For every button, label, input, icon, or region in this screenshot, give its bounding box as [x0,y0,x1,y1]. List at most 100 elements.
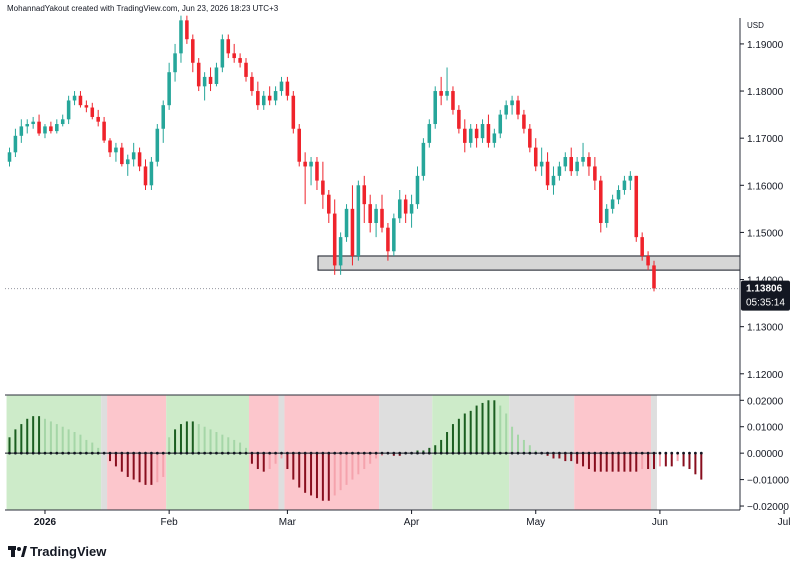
candle [244,58,248,82]
candle-body [149,161,154,186]
countdown-timer: 05:35:14 [746,298,785,309]
candle-body [581,157,585,162]
candle [640,232,644,261]
candle [137,147,142,172]
zero-dot [73,451,76,455]
histogram-bar [375,453,378,459]
zero-dot [368,451,372,455]
candle [587,152,591,176]
candle-body [279,81,284,92]
candle [25,119,30,134]
zero-dot [185,451,189,455]
histogram-bar [428,447,431,454]
candle [498,109,503,139]
histogram-bar [345,453,348,485]
candle-body [137,152,142,167]
candle-body [468,128,473,143]
price-panel[interactable] [5,15,741,292]
zero-dot [463,451,467,455]
candle-body [161,105,166,129]
histogram-bar [587,453,590,470]
candle [167,62,171,110]
histogram-bar [8,437,11,454]
candle [516,95,520,120]
time-tick-label: 2026 [34,517,57,528]
zero-dot [611,451,615,455]
candle-body [421,142,426,176]
candle-body [202,76,207,87]
zero-dot [528,451,532,455]
zero-dot [96,451,100,455]
candle [196,58,201,92]
histogram-bar [700,453,703,480]
histogram-bar [576,453,579,464]
candle-body [646,255,650,266]
indicator-axis[interactable]: 0.02000 0.01000 0.00000 −0.01000 −0.02000 [740,396,789,513]
zero-dot [646,451,650,455]
zero-dot [161,451,165,455]
candle [202,72,207,101]
price-tick-label: 1.19000 [747,40,784,51]
candle-body [250,76,254,92]
candle-body [125,159,130,165]
zero-dot [31,451,35,455]
candle [356,180,361,261]
zero-dot [487,451,490,455]
zero-dot [362,451,366,455]
zero-dot [167,451,171,455]
histogram-bar [179,424,182,454]
candle [185,15,189,44]
zero-dot [510,451,514,455]
zero-dot [244,451,248,455]
candle [102,116,106,143]
tradingview-logo[interactable]: TradingView [8,544,107,559]
histogram-bar [570,453,573,462]
histogram-bar [49,421,52,454]
candle-body [321,180,325,195]
candle [78,91,83,108]
candle-body [37,121,41,134]
candle-body [610,199,615,209]
candle [504,100,508,120]
indicator-panel[interactable] [5,395,703,510]
candle-body [569,157,573,172]
histogram-bar [605,453,608,472]
candle-body [78,95,83,106]
zero-dot [37,451,41,455]
candle [149,157,154,191]
zero-dot [345,451,348,455]
candle [433,86,437,129]
zero-dot [321,451,325,455]
histogram-bar [629,453,632,472]
zero-dot [102,451,106,455]
candle [84,100,89,113]
candle-body [179,20,183,54]
candle [557,161,562,181]
histogram-bar [274,453,277,464]
candle [214,62,219,87]
candle-body [214,67,219,84]
zero-dot [303,451,307,455]
zero-dot [226,451,230,455]
candle-body [332,213,337,266]
candle [403,194,408,223]
zero-dot [90,451,94,455]
time-axis[interactable]: 2026 Feb Mar Apr May Jun Jul [34,510,791,528]
histogram-bar [357,453,360,475]
candle-body [604,208,609,223]
candle [427,119,432,148]
candle [108,138,112,158]
candle-body [486,124,491,143]
candle-body [297,128,302,162]
zero-dot [61,451,65,455]
candle [332,199,337,275]
histogram-bar [97,447,100,454]
candle [155,124,160,167]
histogram-bar [126,453,129,477]
zero-dot [569,451,573,455]
zero-dot [250,451,254,455]
zero-dot [315,451,319,455]
price-axis[interactable]: 1.190001.180001.170001.160001.150001.140… [740,40,784,381]
candle [528,124,532,153]
histogram-bar [209,429,212,454]
